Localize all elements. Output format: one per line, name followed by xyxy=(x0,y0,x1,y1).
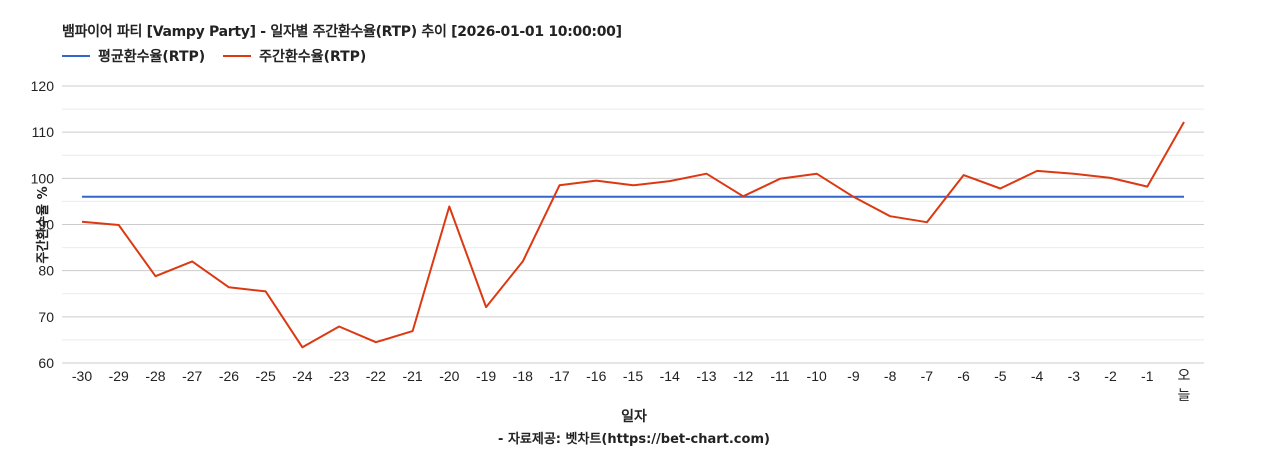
x-tick-label: -14 xyxy=(660,368,680,384)
legend-swatch-red-icon xyxy=(223,55,252,57)
x-tick-label: -23 xyxy=(329,368,349,384)
legend-label: 평균환수율(RTP) xyxy=(98,49,206,65)
x-tick-label: -3 xyxy=(1068,368,1081,384)
y-tick-label: 60 xyxy=(38,355,54,371)
x-tick-label: -18 xyxy=(513,368,533,384)
y-tick-label: 100 xyxy=(31,170,55,186)
x-tick-label: -28 xyxy=(145,368,165,384)
y-tick-label: 120 xyxy=(31,78,55,94)
data-source-credit: - 자료제공: 벳차트(https://bet-chart.com) xyxy=(498,432,770,447)
x-tick-label: -15 xyxy=(623,368,643,384)
x-tick-label: 늘 xyxy=(1178,388,1191,404)
legend-swatch-blue-icon xyxy=(62,55,90,57)
legend-item-weekly-rtp[interactable]: 주간환수율(RTP) xyxy=(223,46,366,66)
x-tick-label: -13 xyxy=(696,368,716,384)
x-axis-ticks: -30 -29 -28 -27 -26 -25 -24 -23 -22 -21 -20 -19 -18-… xyxy=(72,368,1191,404)
x-tick-label: -20 xyxy=(439,368,459,384)
x-tick-label: -5 xyxy=(994,368,1007,384)
chart-legend: 평균환수율(RTP) 주간환수율(RTP) xyxy=(62,46,384,66)
x-tick-label: -7 xyxy=(921,368,934,384)
legend-item-average-rtp[interactable]: 평균환수율(RTP) xyxy=(62,46,205,66)
y-tick-label: 110 xyxy=(32,124,55,140)
x-tick-label: -1 xyxy=(1141,368,1154,384)
y-tick-label: 90 xyxy=(38,217,54,233)
weekly-rtp-line[interactable] xyxy=(81,121,1185,349)
y-axis-label: 주간환수율 % xyxy=(36,186,52,264)
x-tick-label: -24 xyxy=(292,368,312,384)
y-tick-label: 70 xyxy=(38,309,54,325)
series-lines xyxy=(81,121,1185,349)
x-tick-label: -27 xyxy=(182,368,202,384)
x-tick-label: -4 xyxy=(1031,368,1044,384)
x-tick-label: -10 xyxy=(807,368,827,384)
chart-title: 뱀파이어 파티 [Vampy Party] - 일자별 주간환수율(RTP) 추… xyxy=(62,24,622,40)
x-tick-label: -6 xyxy=(957,368,970,384)
x-axis-label: 일자 xyxy=(621,409,647,425)
x-tick-label: -12 xyxy=(733,368,753,384)
x-tick-label: -30 xyxy=(72,368,92,384)
x-tick-label: -29 xyxy=(109,368,129,384)
x-tick-label: -2 xyxy=(1104,368,1117,384)
x-tick-label: 오 xyxy=(1178,368,1191,384)
x-tick-label: -19 xyxy=(476,368,496,384)
gridlines xyxy=(62,85,1204,364)
x-tick-label: -8 xyxy=(884,368,897,384)
y-axis-ticks: 60 70 80 90 100 110 120 xyxy=(31,78,55,371)
x-tick-label: -26 xyxy=(219,368,239,384)
y-tick-label: 80 xyxy=(38,263,54,279)
x-tick-label: -11 xyxy=(770,368,789,384)
legend-label: 주간환수율(RTP) xyxy=(259,49,367,65)
x-tick-label: -25 xyxy=(256,368,276,384)
x-tick-label: -22 xyxy=(366,368,386,384)
x-tick-label: -21 xyxy=(402,368,422,384)
x-tick-label: -16 xyxy=(586,368,606,384)
x-tick-label: -9 xyxy=(847,368,860,384)
x-tick-label: -17 xyxy=(549,368,569,384)
